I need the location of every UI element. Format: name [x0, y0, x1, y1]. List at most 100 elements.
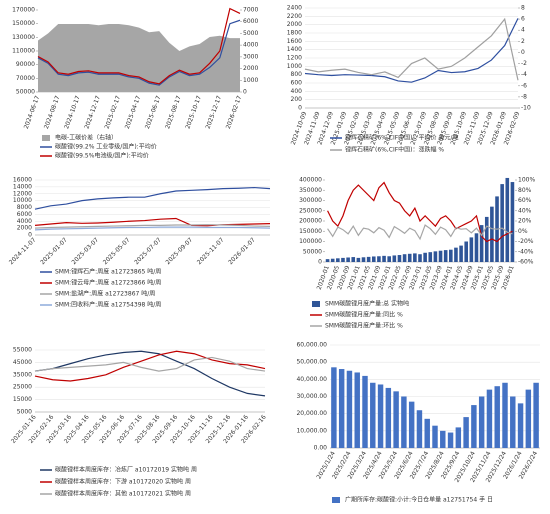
y2-tick-label: -20%: [518, 238, 534, 245]
bar: [325, 259, 330, 262]
y-tick-label: 40,000.00: [296, 376, 327, 383]
y2-tick-label: 1000: [243, 77, 258, 84]
y2-tick-label: 0: [521, 49, 525, 56]
x-tick-label: 2025-12-17: [205, 95, 224, 130]
bar: [454, 247, 458, 262]
bar: [336, 258, 340, 262]
y-tick-label: 50000: [303, 248, 322, 255]
bar: [366, 256, 371, 262]
y-tick-label: 130000: [12, 34, 35, 41]
x-tick-label: 2025-09-07: [165, 236, 195, 266]
legend-label: SMM:锂云母产:周度 a12723866 吨/周: [55, 279, 161, 287]
bar: [484, 216, 489, 262]
y-tick-label: 400: [291, 88, 303, 95]
x-tick-label: 2026-01-07: [227, 236, 257, 266]
line: [34, 350, 266, 397]
bar: [525, 389, 532, 448]
y2-tick-label: -4: [521, 71, 527, 78]
bar: [433, 251, 438, 262]
bar: [354, 372, 360, 448]
y-tick-label: 2400: [287, 5, 302, 12]
y-tick-label: 90000: [16, 61, 35, 68]
line: [34, 350, 266, 382]
bar: [471, 405, 477, 448]
x-tick-label: 2025-07-07: [133, 236, 163, 266]
y-tick-label: 1000: [287, 63, 302, 70]
y-tick-label: 150000: [12, 20, 35, 27]
bar: [464, 241, 469, 262]
bar: [413, 253, 417, 262]
bar: [416, 410, 423, 448]
area: [38, 24, 240, 92]
x-tick-label: 2025-08-17: [164, 95, 183, 130]
y-tick-label: 2000: [287, 21, 302, 28]
y2-tick-label: 20%: [518, 218, 532, 225]
bar: [407, 253, 412, 262]
y2-tick-label: -8: [521, 93, 527, 100]
line: [304, 18, 519, 83]
y-tick-label: 20,000.00: [296, 410, 327, 417]
y-tick-label: 0: [298, 105, 302, 112]
bar: [351, 257, 356, 262]
y2-tick-label: 60%: [518, 197, 532, 204]
bar: [505, 177, 510, 262]
bar: [443, 250, 448, 262]
x-tick-label: 2025-03-07: [71, 236, 101, 266]
y-tick-label: 1800: [287, 30, 302, 37]
y-tick-label: 1400: [287, 46, 302, 53]
y2-tick-label: 6: [521, 16, 525, 23]
y-tick-label: 45000: [13, 359, 32, 366]
y2-tick-label: -6: [521, 82, 527, 89]
bar: [449, 249, 453, 262]
bar: [455, 427, 462, 448]
bar: [490, 206, 494, 262]
line: [34, 226, 271, 231]
y-tick-label: 10000: [13, 197, 32, 204]
line: [34, 186, 271, 210]
legend-label: SMM碳酸锂月度产量:同比 %: [325, 311, 403, 319]
y-tick-label: 110000: [12, 48, 35, 55]
y-tick-label: 70000: [16, 75, 35, 82]
bar: [494, 386, 500, 448]
bar: [387, 256, 391, 262]
bar: [408, 401, 415, 448]
y2-tick-label: -60%: [518, 259, 534, 266]
y2-tick-label: 8: [521, 5, 525, 12]
bar: [382, 255, 386, 262]
y2-tick-label: 40%: [518, 207, 532, 214]
bar: [346, 257, 350, 262]
y-tick-label: 2000: [17, 225, 32, 232]
bar: [432, 425, 438, 448]
bar: [338, 369, 345, 448]
bar: [447, 432, 454, 448]
bar: [418, 254, 422, 262]
y-tick-label: 400000: [299, 177, 322, 184]
bar: [392, 255, 397, 262]
bar: [440, 430, 446, 448]
y2-tick-label: 6000: [243, 18, 258, 25]
y-tick-label: 12000: [13, 190, 32, 197]
y-tick-label: 8000: [17, 204, 32, 211]
legend-label: 锂辉石精矿(6%,CIF中国)：涨跌幅 %: [345, 146, 444, 154]
bar: [479, 225, 484, 262]
legend-swatch: [312, 301, 320, 307]
y-tick-label: 800: [291, 71, 303, 78]
y-tick-label: 1600: [287, 38, 302, 45]
legend-label: SMM碳酸锂月度产量:总 实物吨: [325, 300, 409, 308]
y2-tick-label: 80%: [518, 187, 532, 194]
y2-tick-label: 2: [521, 38, 525, 45]
bar: [377, 256, 381, 262]
bar: [331, 367, 337, 448]
y-tick-label: 6000: [17, 211, 32, 218]
legend-label: SMM:锂辉石产:周度 a12723865 吨/周: [55, 268, 161, 276]
y-tick-label: 30,000.00: [296, 393, 327, 400]
y2-tick-label: -40%: [518, 248, 534, 255]
y-tick-label: 170000: [12, 7, 35, 14]
y2-tick-label: 5000: [243, 30, 258, 37]
line: [34, 224, 271, 229]
bar: [478, 396, 485, 448]
bar: [428, 252, 433, 262]
y-tick-label: 100000: [299, 238, 322, 245]
bar: [401, 396, 407, 448]
legend-label: 碳酸锂(99.2% 工业零级/国产):平均价: [55, 143, 157, 151]
